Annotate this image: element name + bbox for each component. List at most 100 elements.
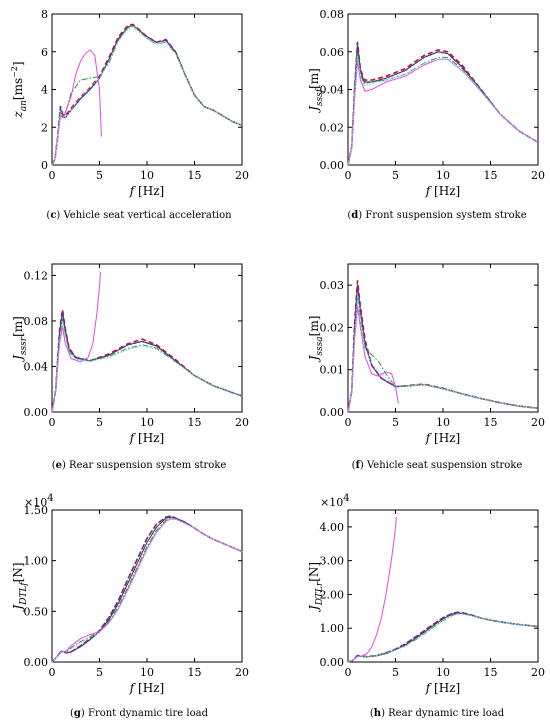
x-tick-label: 0 bbox=[49, 416, 56, 429]
y-tick-label: 0.00 bbox=[320, 406, 345, 419]
x-tick-label: 5 bbox=[96, 666, 103, 679]
x-axis-unit: [Hz] bbox=[430, 431, 460, 445]
y-tick-label: 0.06 bbox=[320, 46, 345, 59]
y-multiplier: ×104 bbox=[24, 493, 54, 509]
x-tick-label: 10 bbox=[436, 416, 450, 429]
y-tick-label: 0.00 bbox=[320, 656, 345, 669]
series-line-dashed-red bbox=[347, 41, 539, 166]
series-line-dashdot-green bbox=[347, 51, 539, 166]
y-tick-label: 0.04 bbox=[320, 84, 345, 97]
caption-open: ( bbox=[46, 210, 50, 221]
panel-caption: (e) Rear suspension system stroke bbox=[52, 460, 227, 471]
caption-text: ) Rear dynamic tire load bbox=[381, 708, 505, 719]
caption-letter: e bbox=[56, 460, 62, 471]
series-line-solid-black bbox=[347, 43, 539, 166]
y-multiplier-exp: 4 bbox=[343, 493, 349, 504]
x-tick-label: 20 bbox=[531, 666, 545, 679]
x-tick-label: 10 bbox=[140, 169, 154, 182]
caption-text: ) Vehicle seat suspension stroke bbox=[360, 460, 522, 471]
y-tick-label: 4.00 bbox=[320, 521, 345, 534]
y-tick-label: 1.00 bbox=[24, 555, 49, 568]
x-tick-label: 5 bbox=[392, 416, 399, 429]
series-line-dotted-cyan bbox=[51, 26, 243, 166]
x-axis-unit: [Hz] bbox=[134, 681, 164, 695]
panel-caption: (f) Vehicle seat suspension stroke bbox=[352, 460, 523, 471]
y-axis-sub: sssr bbox=[19, 336, 29, 355]
y-axis-var: J bbox=[11, 354, 25, 363]
caption-letter: g bbox=[74, 708, 81, 719]
y-axis-label: Jsssf[m] bbox=[307, 68, 325, 114]
y-multiplier: ×104 bbox=[320, 493, 350, 509]
chart-panel-f: 0 5 10 15 200.000.010.020.03f [Hz]Jsssa[m](f… bbox=[307, 263, 545, 471]
series-line-solid-black bbox=[347, 284, 539, 413]
x-tick-label: 15 bbox=[188, 169, 202, 182]
x-tick-label: 15 bbox=[188, 416, 202, 429]
x-tick-label: 10 bbox=[140, 666, 154, 679]
panel-caption: (g) Front dynamic tire load bbox=[70, 708, 209, 719]
series-line-dashed-blue bbox=[51, 24, 243, 166]
chart-panel-c: 0 5 10 15 20 0 2 4 6 8 f [Hz] zan[ms−2] (c) Vehicle … bbox=[10, 8, 249, 221]
y-tick-label: 0.50 bbox=[24, 605, 49, 618]
caption-open: ( bbox=[52, 460, 56, 471]
caption-letter: c bbox=[50, 210, 56, 221]
series-line-dashed-blue bbox=[347, 43, 539, 166]
y-multiplier-base: ×10 bbox=[24, 496, 47, 509]
y-axis-sub: sssf bbox=[315, 87, 325, 106]
y-axis-unit: [N] bbox=[11, 562, 25, 582]
series-line-dashed-blue bbox=[347, 611, 539, 663]
caption-letter: d bbox=[351, 210, 358, 221]
y-axis-unit: [m] bbox=[307, 316, 321, 337]
x-axis-var: f bbox=[425, 681, 433, 695]
series-line-dashdot-green bbox=[51, 24, 243, 166]
y-tick-label: 0.12 bbox=[24, 269, 49, 282]
x-tick-label: 20 bbox=[531, 416, 545, 429]
caption-text: ) Vehicle seat vertical acceleration bbox=[56, 210, 232, 221]
y-axis-sub: an bbox=[19, 100, 29, 111]
chart-panel-e: 0 5 10 15 20 0.00 0.04 0.08 0.12 f [Hz] Jsssr[m] (e… bbox=[11, 263, 249, 471]
series-line-dashed-blue bbox=[347, 284, 539, 413]
y-tick-label: 2.00 bbox=[320, 588, 345, 601]
series-line-dashed-red bbox=[51, 23, 243, 166]
y-tick-label: 0.03 bbox=[320, 279, 345, 292]
caption-text: ) Front suspension system stroke bbox=[358, 210, 526, 221]
y-tick-label: 0.02 bbox=[320, 321, 345, 334]
series-line-dashed-red bbox=[347, 611, 539, 663]
y-multiplier-exp: 4 bbox=[47, 493, 53, 504]
y-tick-label: 0.00 bbox=[320, 159, 345, 172]
x-axis-unit: [Hz] bbox=[134, 184, 164, 198]
x-axis-var: f bbox=[129, 184, 137, 198]
x-tick-label: 0 bbox=[345, 416, 352, 429]
y-tick-label: 0.08 bbox=[24, 315, 49, 328]
plot-frame bbox=[347, 263, 539, 413]
series-line-solid-pink bbox=[51, 518, 243, 663]
y-axis-close: ] bbox=[11, 61, 25, 66]
x-tick-label: 20 bbox=[531, 169, 545, 182]
y-tick-label: 0.04 bbox=[24, 360, 49, 373]
y-axis-sub: DTLr bbox=[315, 581, 325, 606]
panel-caption: (d) Front suspension system stroke bbox=[347, 210, 526, 221]
plot-frame bbox=[51, 263, 243, 413]
y-tick-label: 0 bbox=[41, 159, 48, 172]
y-axis-unit: [m] bbox=[307, 68, 321, 89]
y-axis-label: JDTLr[N] bbox=[307, 562, 325, 613]
y-tick-label: 0.00 bbox=[24, 406, 49, 419]
y-tick-label: 0.02 bbox=[320, 121, 345, 134]
x-axis-label: f [Hz] bbox=[129, 184, 164, 198]
series-line-dashed-red bbox=[347, 280, 539, 413]
y-tick-label: 0.08 bbox=[320, 8, 345, 21]
y-axis-sup: −2 bbox=[10, 66, 19, 78]
series-line-solid-pink bbox=[347, 58, 539, 166]
x-axis-label: f [Hz] bbox=[425, 431, 460, 445]
y-axis-var: J bbox=[307, 604, 321, 613]
series-line-dotted-cyan bbox=[51, 518, 243, 663]
y-tick-label: 1.00 bbox=[320, 622, 345, 635]
y-tick-label: 2 bbox=[41, 121, 48, 134]
x-tick-label: 0 bbox=[345, 666, 352, 679]
plot-frame bbox=[347, 13, 539, 166]
y-tick-label: 6 bbox=[41, 46, 48, 59]
caption-text: ) Rear suspension system stroke bbox=[62, 460, 226, 471]
y-tick-label: 0.01 bbox=[320, 364, 345, 377]
y-tick-label: 1.50 bbox=[24, 504, 49, 517]
